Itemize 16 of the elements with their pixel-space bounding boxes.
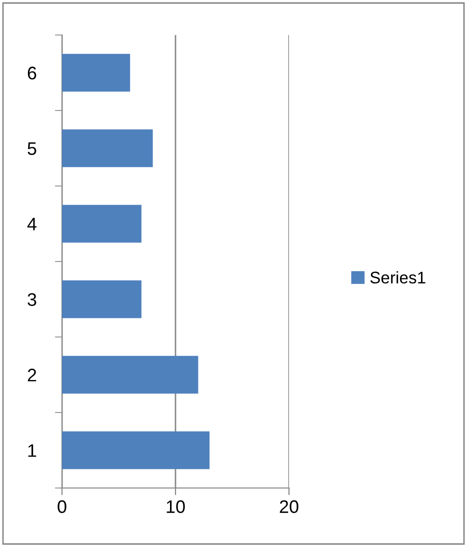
y-tick-label: 1 <box>28 444 36 457</box>
bar <box>62 204 142 243</box>
x-tick-label: 10 <box>166 500 185 514</box>
bar <box>62 431 210 470</box>
y-tick-label: 6 <box>28 66 36 80</box>
bar <box>62 280 142 318</box>
y-tick-label: 5 <box>28 142 36 155</box>
y-tick-label: 2 <box>28 368 36 382</box>
bar <box>62 54 130 92</box>
bar <box>62 356 198 394</box>
x-tick-label: 0 <box>58 500 66 514</box>
y-tick-label: 3 <box>28 293 36 306</box>
x-tick-label: 20 <box>280 500 298 514</box>
bar <box>62 129 153 168</box>
y-tick-label: 4 <box>27 218 36 230</box>
legend-label: Series1 <box>370 271 426 284</box>
